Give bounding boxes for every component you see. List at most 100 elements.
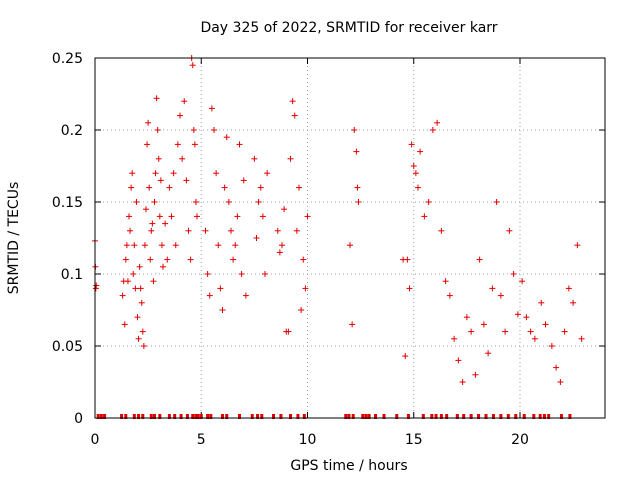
- data-point: [155, 155, 162, 162]
- data-point: [410, 163, 417, 169]
- data-point: [230, 256, 237, 263]
- grid: [95, 58, 605, 418]
- data-point: [208, 105, 215, 112]
- data-point: [293, 227, 300, 234]
- data-point: [347, 242, 353, 249]
- data-point: [194, 213, 200, 220]
- data-point: [421, 213, 428, 220]
- data-point: [298, 307, 305, 313]
- data-point: [402, 353, 409, 360]
- data-point: [506, 227, 513, 234]
- data-point: [206, 292, 213, 299]
- data-point: [527, 328, 534, 335]
- data-point: [415, 184, 421, 191]
- data-point: [276, 249, 283, 256]
- data-point: [253, 235, 260, 241]
- data-point: [126, 213, 132, 220]
- data-point: [251, 155, 258, 162]
- data-point: [172, 242, 179, 249]
- data-point: [557, 379, 564, 385]
- data-point: [561, 328, 568, 335]
- data-point: [442, 278, 449, 285]
- data-point: [485, 350, 492, 357]
- data-point: [160, 263, 166, 270]
- data-point: [531, 335, 538, 342]
- data-point: [191, 141, 198, 148]
- data-point: [502, 328, 509, 335]
- data-point: [131, 242, 138, 249]
- data-point: [185, 227, 192, 234]
- data-point: [181, 98, 188, 105]
- x-tick-labels: 0 5 10 15 20: [91, 432, 529, 448]
- data-point: [164, 256, 171, 263]
- data-point: [166, 184, 173, 191]
- data-point: [406, 285, 413, 292]
- plot-frame: [94, 57, 606, 419]
- data-point: [219, 307, 226, 313]
- data-point: [134, 314, 141, 321]
- data-point: [124, 278, 131, 285]
- data-point: [285, 328, 292, 335]
- data-point: [304, 213, 311, 220]
- data-point: [146, 184, 153, 191]
- data-point: [183, 177, 190, 184]
- data-point: [262, 271, 268, 277]
- data-point: [438, 227, 445, 234]
- data-point: [289, 98, 296, 105]
- data-point: [202, 227, 209, 234]
- data-point: [139, 328, 146, 335]
- data-point: [140, 343, 147, 349]
- x-tick-label: 10: [299, 432, 317, 448]
- data-point: [225, 199, 232, 205]
- data-point: [189, 62, 196, 69]
- data-point: [281, 206, 288, 213]
- data-point: [279, 242, 285, 249]
- y-tick-label: 0.15: [52, 195, 83, 211]
- data-points: [92, 55, 585, 385]
- data-point: [476, 256, 483, 263]
- data-point: [129, 170, 136, 177]
- x-tick-label: 5: [197, 432, 206, 448]
- data-point: [130, 271, 137, 277]
- data-point: [417, 148, 424, 155]
- data-point: [578, 335, 585, 342]
- data-point: [434, 119, 441, 126]
- data-point: [148, 227, 155, 234]
- data-point: [291, 112, 298, 119]
- data-point: [519, 278, 526, 285]
- data-point: [179, 155, 186, 162]
- data-point: [404, 256, 411, 263]
- data-point: [538, 299, 545, 306]
- data-point: [489, 285, 496, 292]
- data-point: [480, 321, 487, 328]
- data-point: [136, 263, 143, 270]
- data-point: [215, 242, 222, 249]
- data-point: [472, 371, 479, 378]
- data-point: [151, 199, 158, 205]
- data-point: [523, 314, 530, 321]
- data-point: [514, 311, 521, 318]
- data-point: [170, 170, 177, 177]
- data-point: [144, 141, 151, 148]
- data-point: [133, 199, 140, 205]
- data-point: [141, 242, 148, 249]
- data-point: [204, 271, 211, 277]
- data-point: [121, 321, 128, 328]
- data-point: [463, 314, 470, 321]
- data-point: [132, 285, 139, 292]
- data-point: [217, 285, 224, 292]
- data-point: [143, 206, 149, 213]
- data-point: [349, 321, 356, 328]
- data-point: [187, 256, 194, 263]
- data-point: [255, 199, 262, 205]
- data-point: [408, 141, 415, 148]
- data-point: [223, 134, 230, 141]
- data-point: [425, 199, 432, 205]
- y-tick-label: 0.25: [52, 51, 83, 67]
- data-point: [353, 148, 360, 155]
- data-point: [510, 271, 517, 277]
- data-point: [542, 321, 549, 328]
- y-tick-label: 0: [74, 411, 83, 427]
- data-point: [128, 184, 135, 191]
